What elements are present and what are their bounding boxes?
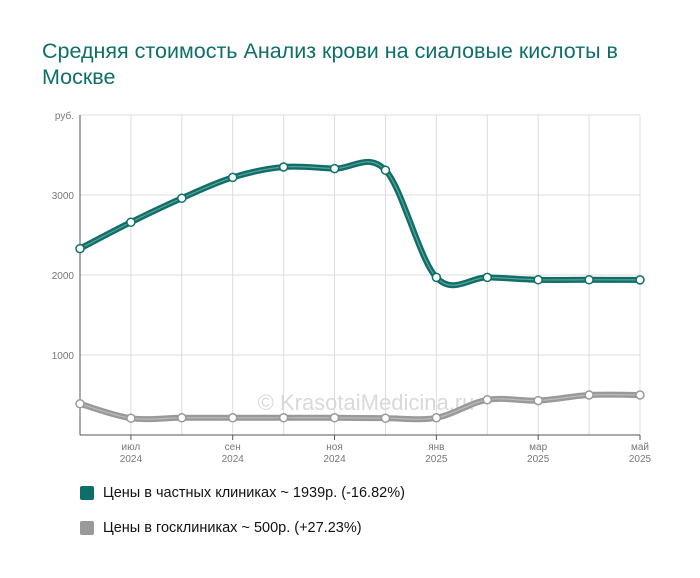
axes bbox=[79, 115, 641, 440]
x-tick-year: 2024 bbox=[222, 454, 245, 465]
data-point bbox=[533, 275, 543, 285]
x-tick-year: 2025 bbox=[629, 454, 652, 465]
data-point bbox=[278, 162, 289, 172]
x-tick-label: мар bbox=[529, 442, 547, 453]
series-layer bbox=[75, 158, 645, 423]
x-tick-year: 2025 bbox=[425, 454, 448, 465]
y-tick-label: 3000 bbox=[52, 191, 75, 202]
data-point bbox=[431, 272, 442, 283]
data-point bbox=[635, 390, 645, 400]
legend-swatch-private bbox=[80, 486, 94, 500]
data-point bbox=[126, 217, 136, 227]
data-point bbox=[584, 390, 594, 400]
y-tick-label: 2000 bbox=[52, 271, 75, 282]
data-point bbox=[380, 413, 391, 423]
data-point bbox=[584, 275, 594, 285]
y-axis-label: руб. bbox=[55, 110, 74, 122]
data-point bbox=[278, 413, 289, 423]
watermark: © KrasotaiMedicina.ru bbox=[258, 390, 475, 415]
data-point bbox=[635, 275, 645, 285]
data-point bbox=[75, 243, 85, 254]
data-point bbox=[329, 163, 340, 174]
x-tick-year: 2024 bbox=[323, 454, 346, 465]
x-tick-year: 2024 bbox=[120, 454, 143, 465]
chart-title: Средняя стоимость Анализ крови на сиалов… bbox=[42, 39, 618, 89]
data-point bbox=[329, 413, 340, 423]
data-point bbox=[482, 395, 493, 405]
x-tick-label: июл bbox=[122, 442, 141, 453]
series-line-highlight bbox=[79, 161, 641, 286]
series-public bbox=[75, 390, 645, 423]
data-point bbox=[482, 272, 493, 283]
data-point bbox=[126, 413, 136, 423]
x-tick-label: янв bbox=[428, 442, 444, 453]
data-point bbox=[227, 413, 238, 423]
x-tick-year: 2025 bbox=[527, 454, 550, 465]
data-point bbox=[227, 172, 238, 183]
y-tick-label: 1000 bbox=[52, 351, 75, 362]
series-line bbox=[77, 158, 643, 289]
series-private bbox=[75, 158, 645, 289]
x-tick-label: сен bbox=[225, 442, 241, 453]
data-point bbox=[380, 165, 391, 175]
legend-item-private[interactable]: Цены в частных клиниках ~ 1939р. (-16.82… bbox=[80, 485, 405, 501]
tick-labels: 100020003000руб.июл2024сен2024ноя2024янв… bbox=[52, 110, 652, 465]
line-chart: © KrasotaiMedicina.ru 1000 2000 3000 руб. ию… bbox=[52, 110, 652, 465]
x-tick-label: май bbox=[631, 442, 649, 453]
legend-item-public[interactable]: Цены в госклиниках ~ 500р. (+27.23%) bbox=[80, 520, 362, 536]
legend-label-public: Цены в госклиниках ~ 500р. (+27.23%) bbox=[103, 520, 362, 536]
data-point bbox=[177, 193, 187, 203]
data-point bbox=[177, 413, 187, 423]
legend-swatch-public bbox=[80, 521, 94, 535]
data-point bbox=[431, 413, 442, 423]
data-point bbox=[75, 399, 85, 409]
data-point bbox=[533, 395, 543, 406]
legend-label-private: Цены в частных клиниках ~ 1939р. (-16.82… bbox=[103, 485, 405, 501]
x-tick-label: ноя bbox=[326, 442, 343, 453]
